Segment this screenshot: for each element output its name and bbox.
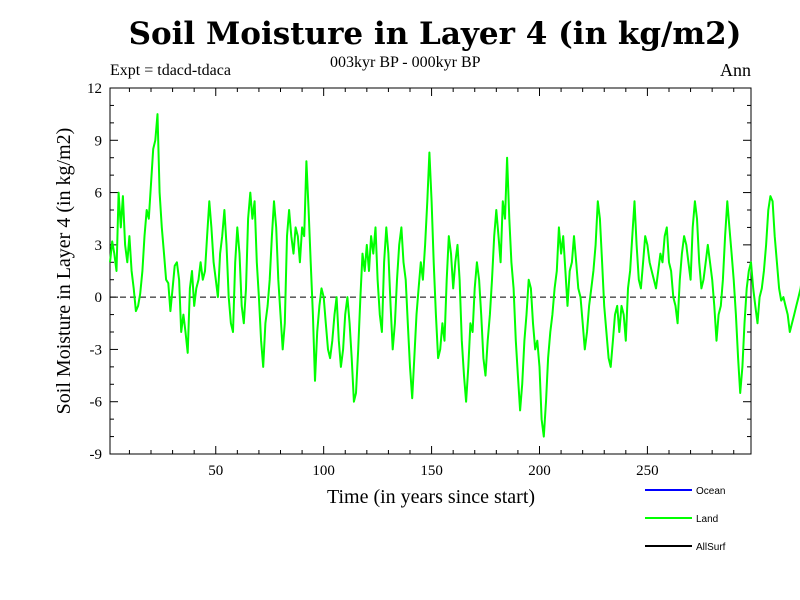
x-tick-label: 150 [420,463,443,479]
x-axis-label: Time (in years since start) [327,486,535,508]
y-tick-label: -3 [90,342,103,358]
y-tick-label: 6 [95,186,103,202]
period-label: Ann [720,60,751,80]
y-axis-label: Soil Moisture in Layer 4 (in kg/m2) [53,128,75,415]
plot-frame [109,87,752,455]
y-tick-label: -6 [90,395,103,411]
x-tick-label: 50 [208,463,223,479]
legend: Ocean Land AllSurf [645,486,726,553]
x-axis-ticks: 50 100 150 200 250 [128,88,735,479]
y-tick-label: 9 [95,133,103,149]
legend-label-ocean: Ocean [696,486,725,497]
y-tick-label: 3 [95,238,103,254]
y-tick-label: 0 [95,290,103,306]
chart-subtitle: 003kyr BP - 000kyr BP [330,54,481,71]
experiment-label: Expt = tdacd-tdaca [110,62,231,79]
y-tick-label: 12 [87,81,102,97]
y-tick-label: -9 [90,447,103,463]
x-tick-label: 250 [636,463,659,479]
legend-label-land: Land [696,514,718,525]
x-tick-label: 100 [312,463,335,479]
legend-label-allsurf: AllSurf [696,542,726,553]
x-tick-label: 200 [528,463,551,479]
series-line-land [109,113,800,438]
y-axis-ticks: -9 -6 -3 0 3 6 9 12 [87,81,751,463]
chart-title: Soil Moisture in Layer 4 (in kg/m2) [128,16,742,52]
